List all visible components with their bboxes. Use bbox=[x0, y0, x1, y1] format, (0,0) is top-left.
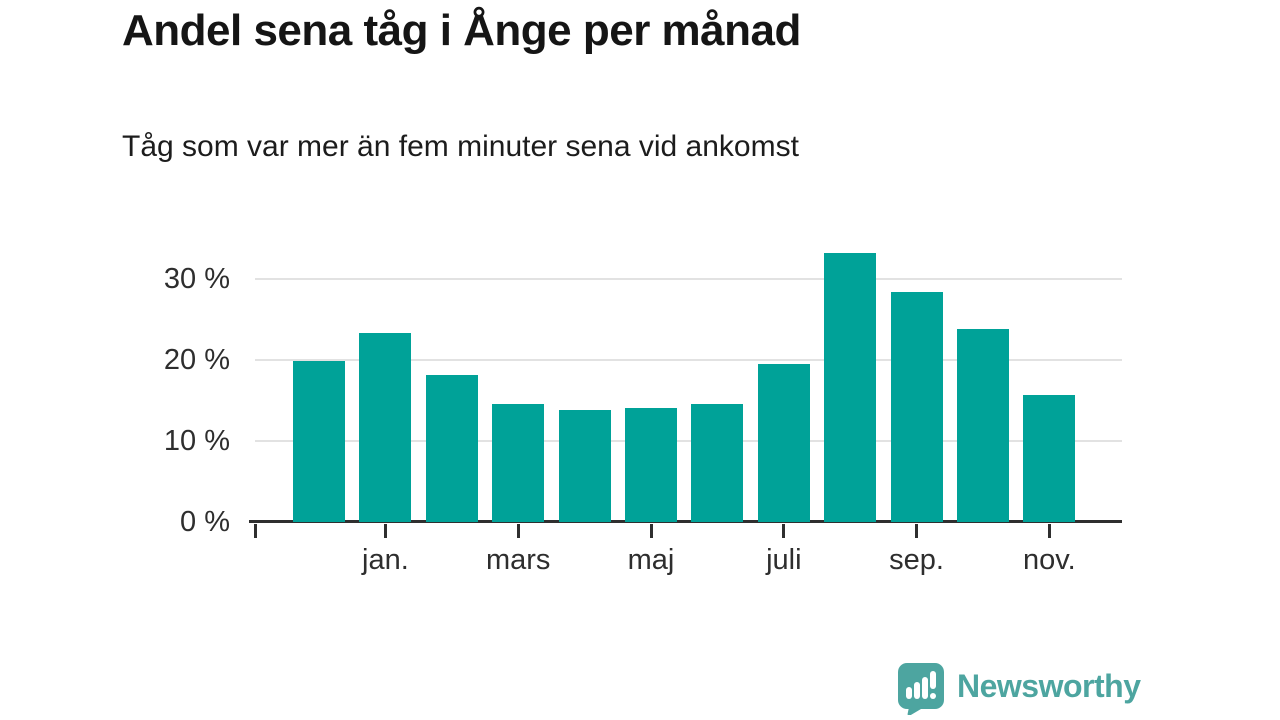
gridline bbox=[255, 359, 1122, 361]
chart-subtitle: Tåg som var mer än fem minuter sena vid … bbox=[122, 130, 799, 163]
bar-juli bbox=[757, 364, 810, 522]
newsworthy-logo: Newsworthy bbox=[898, 663, 1141, 715]
gridline bbox=[255, 278, 1122, 280]
x-axis-tick bbox=[782, 524, 786, 538]
x-axis-label: jan. bbox=[362, 544, 409, 576]
x-axis-label: mars bbox=[485, 544, 551, 576]
bar-sep bbox=[890, 291, 943, 522]
y-axis-label: 30 % bbox=[163, 263, 230, 295]
x-axis-label: nov. bbox=[1023, 544, 1076, 576]
x-axis-label: juli bbox=[766, 544, 802, 576]
bar-okt bbox=[957, 329, 1009, 522]
x-axis-origin-tick bbox=[254, 524, 257, 538]
bar-apr bbox=[558, 410, 611, 522]
newsworthy-wordmark: Newsworthy bbox=[957, 668, 1141, 704]
gridline bbox=[255, 440, 1122, 442]
y-axis-label: 10 % bbox=[163, 425, 230, 457]
y-axis-label: 0 % bbox=[180, 506, 230, 538]
bar-jan bbox=[359, 333, 412, 522]
y-axis-label: 20 % bbox=[163, 344, 230, 376]
x-axis-tick bbox=[915, 524, 919, 538]
plot-area: 0 % 10 % 20 % 30 % jan. mars maj juli sep. nov. bbox=[164, 240, 1122, 576]
bar-juni bbox=[691, 403, 744, 522]
bar-mars bbox=[492, 403, 545, 522]
bar-feb bbox=[425, 375, 478, 522]
bar-maj bbox=[625, 407, 677, 522]
x-axis-tick bbox=[1047, 524, 1051, 538]
x-axis-tick bbox=[383, 524, 387, 538]
bar-aug bbox=[824, 253, 877, 522]
x-axis-tick bbox=[516, 524, 520, 538]
x-axis-tick bbox=[649, 524, 653, 538]
newsworthy-chart-bubble-icon bbox=[898, 663, 944, 715]
bar-nov bbox=[1023, 394, 1076, 522]
x-axis-label: sep. bbox=[889, 544, 944, 576]
bar-dec bbox=[293, 360, 345, 522]
x-axis-line bbox=[249, 520, 1122, 523]
x-axis-label: maj bbox=[627, 544, 675, 576]
chart-title: Andel sena tåg i Ånge per månad bbox=[122, 6, 801, 55]
